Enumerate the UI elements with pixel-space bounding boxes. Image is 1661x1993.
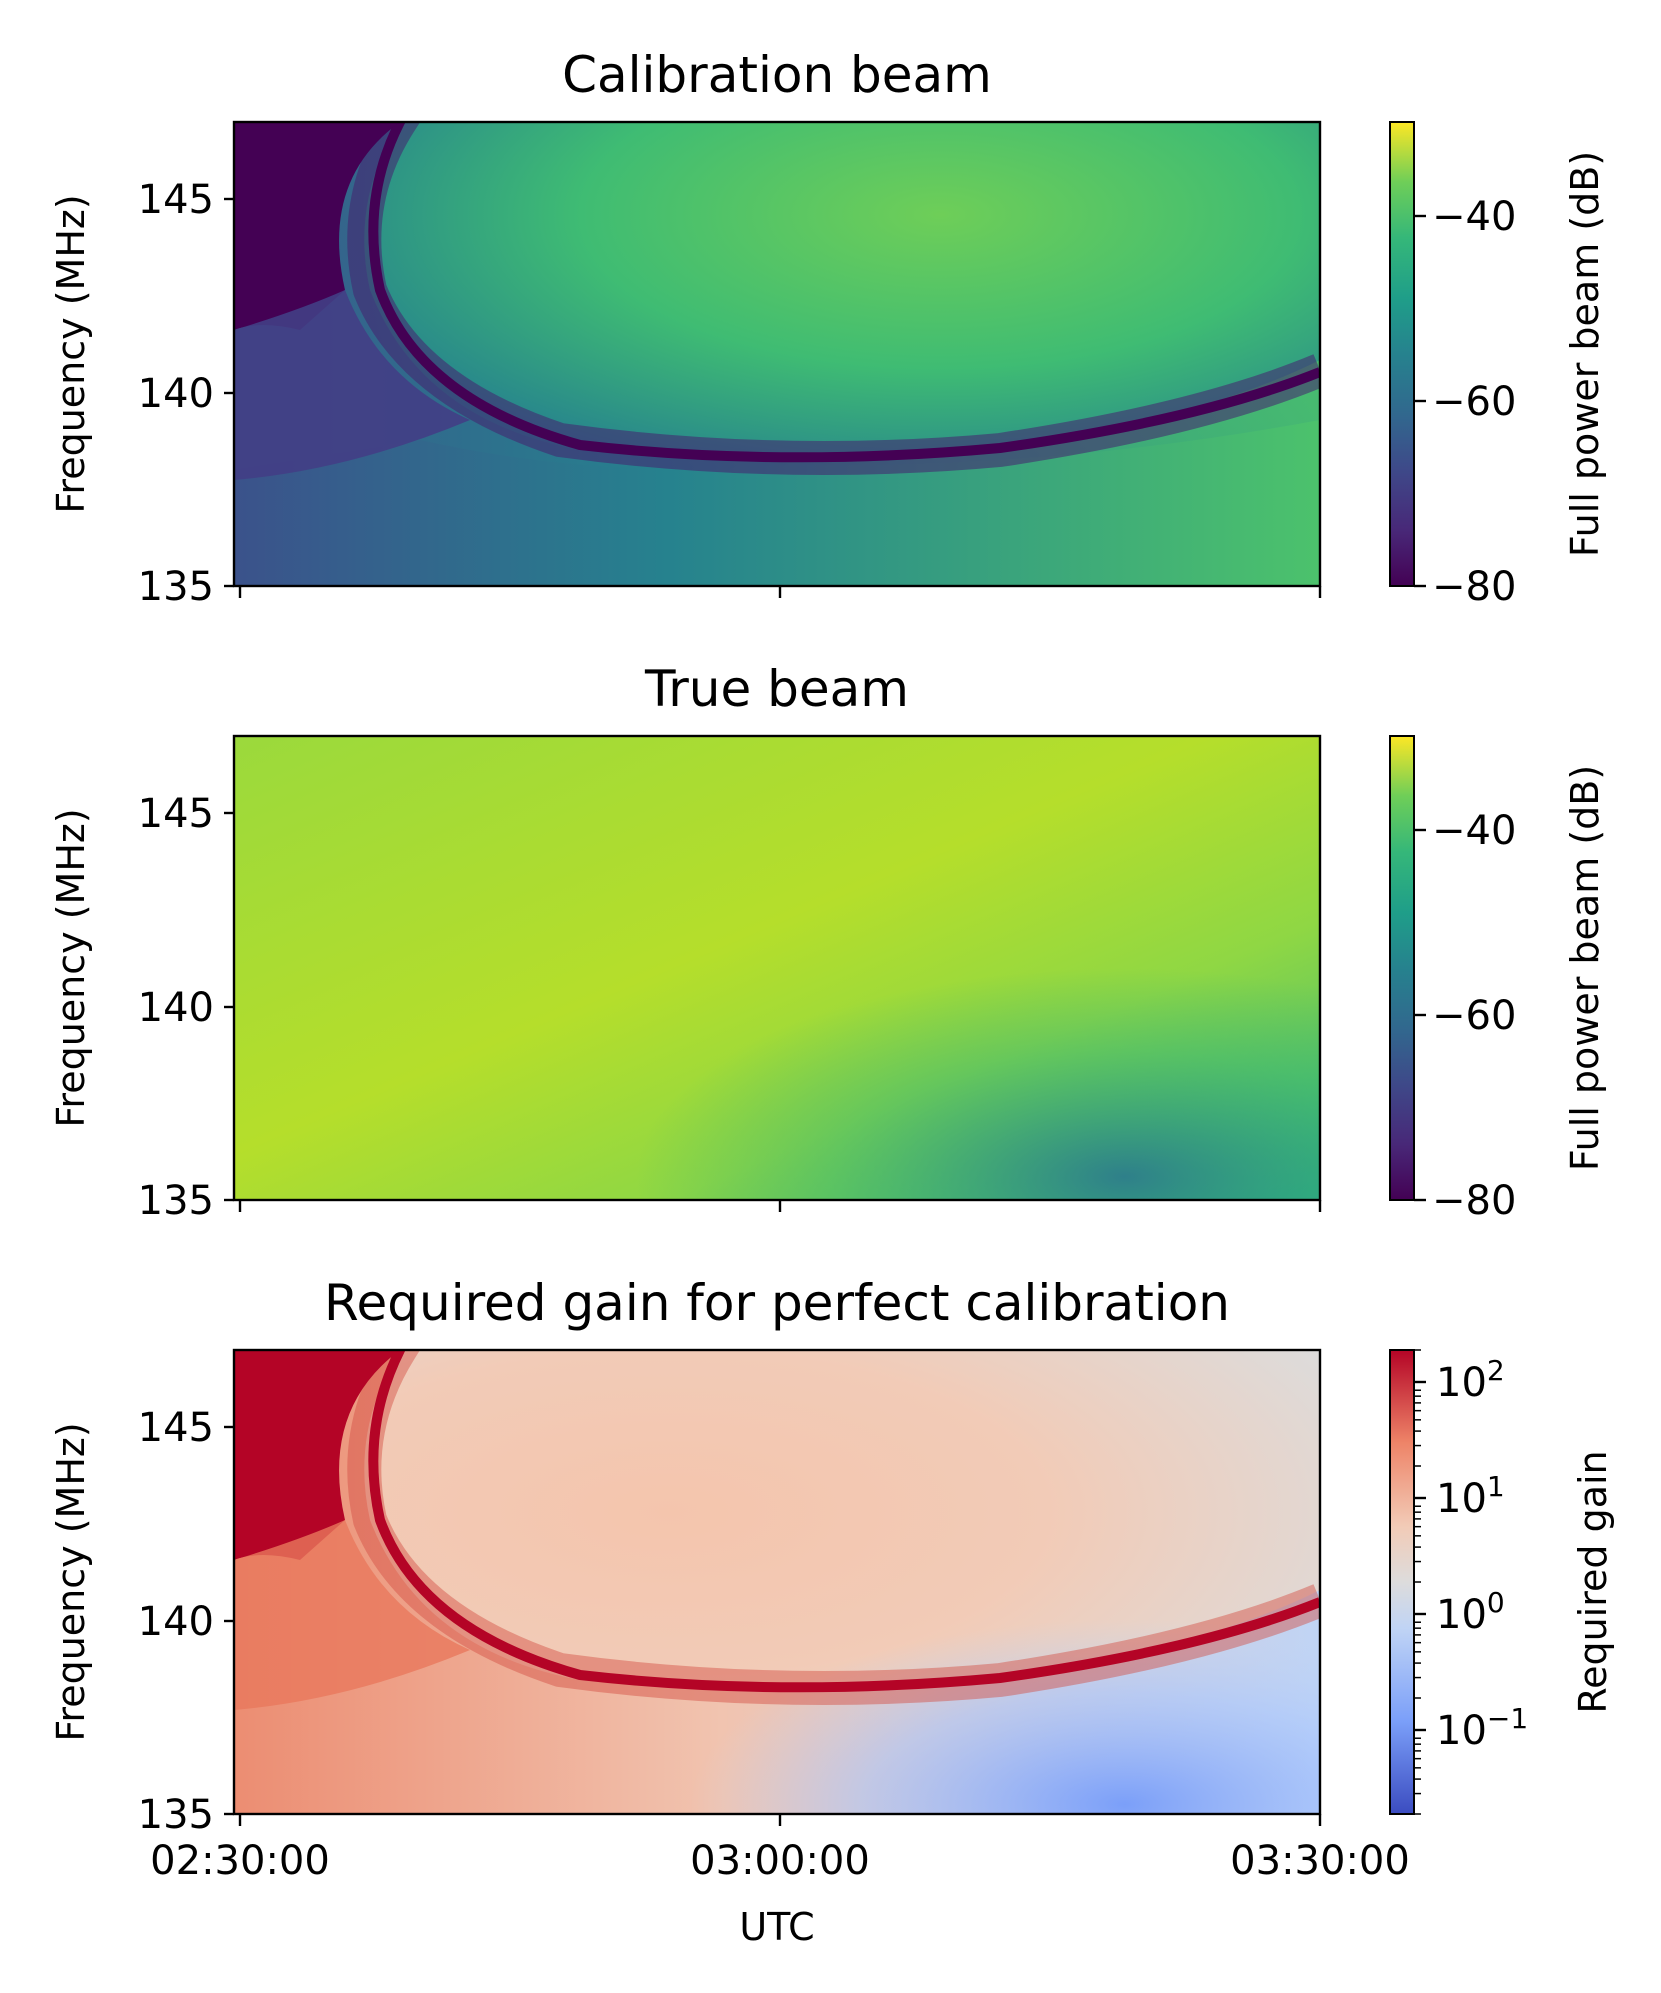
y-axis-label: Frequency (MHz): [49, 194, 93, 513]
panel-title: Calibration beam: [562, 46, 992, 104]
x-axis: [238, 1200, 1322, 1212]
y-axis: 135 140 145 Frequency (MHz): [49, 177, 234, 610]
x-axis: [238, 586, 1322, 598]
x-axis: 02:30:00 03:00:00 03:30:00 UTC: [150, 1814, 1410, 1949]
y-axis: 135 140 145 Frequency (MHz): [49, 791, 234, 1224]
colorbar-scale: [1389, 735, 1415, 1201]
colorbar-minor-ticks: [1414, 1349, 1421, 1815]
colorbar-tick-label: −80: [1432, 1178, 1516, 1224]
panel-title: Required gain for perfect calibration: [324, 1274, 1230, 1332]
colorbar-label: Required gain: [1571, 1450, 1615, 1713]
y-tick-label: 140: [138, 371, 214, 417]
x-axis-label: UTC: [739, 1905, 814, 1949]
plot-frame: [232, 120, 1322, 588]
colorbar-tick-label: −60: [1432, 993, 1516, 1039]
y-tick-label: 135: [138, 564, 214, 610]
colorbar-label: Full power beam (dB): [1563, 151, 1607, 557]
panel-calibration-beam: Calibration beam 135 140 145 Frequency (…: [49, 46, 1607, 610]
colorbar-tick-label: −40: [1432, 808, 1516, 854]
plot-frame: [232, 1348, 1322, 1816]
panel-required-gain: Required gain for perfect calibration 13…: [49, 1274, 1615, 1949]
colorbar-tick-label: 10−1: [1436, 1702, 1528, 1754]
colorbar-label: Full power beam (dB): [1563, 765, 1607, 1171]
colorbar-tick-label: 100: [1436, 1586, 1505, 1638]
colorbar: −40 −60 −80 Full power beam (dB): [1389, 121, 1607, 610]
y-tick-label: 145: [138, 177, 214, 223]
colorbar-tick-label: −60: [1432, 379, 1516, 425]
colorbar-scale: [1389, 121, 1415, 587]
colorbar-tick-label: 101: [1436, 1470, 1505, 1522]
x-tick-label: 03:00:00: [690, 1838, 870, 1884]
y-tick-label: 145: [138, 791, 214, 837]
plot-frame: [232, 734, 1322, 1202]
y-tick-label: 135: [138, 1792, 214, 1838]
x-tick-label: 03:30:00: [1230, 1838, 1410, 1884]
heatmap-image: [234, 122, 1320, 586]
panel-title: True beam: [644, 660, 909, 718]
colorbar: 102 101 100 10−1 Required gain: [1389, 1349, 1615, 1815]
panel-true-beam: True beam 135 140 145 Frequency (MHz) −4…: [49, 660, 1607, 1224]
colorbar-tick-label: −40: [1432, 194, 1516, 240]
colorbar-scale: [1389, 1349, 1415, 1815]
heatmap-image: [234, 736, 1320, 1200]
y-tick-label: 140: [138, 985, 214, 1031]
colorbar-major-ticks: [1414, 1380, 1426, 1732]
colorbar: −40 −60 −80 Full power beam (dB): [1389, 735, 1607, 1224]
y-tick-label: 145: [138, 1405, 214, 1451]
y-tick-label: 140: [138, 1599, 214, 1645]
y-axis: 135 140 145 Frequency (MHz): [49, 1405, 234, 1838]
y-axis-label: Frequency (MHz): [49, 1422, 93, 1741]
heatmap-image: [234, 1350, 1320, 1814]
colorbar-tick-label: 102: [1436, 1354, 1505, 1406]
y-axis-label: Frequency (MHz): [49, 808, 93, 1127]
colorbar-tick-label: −80: [1432, 564, 1516, 610]
x-tick-label: 02:30:00: [150, 1838, 330, 1884]
y-tick-label: 135: [138, 1178, 214, 1224]
